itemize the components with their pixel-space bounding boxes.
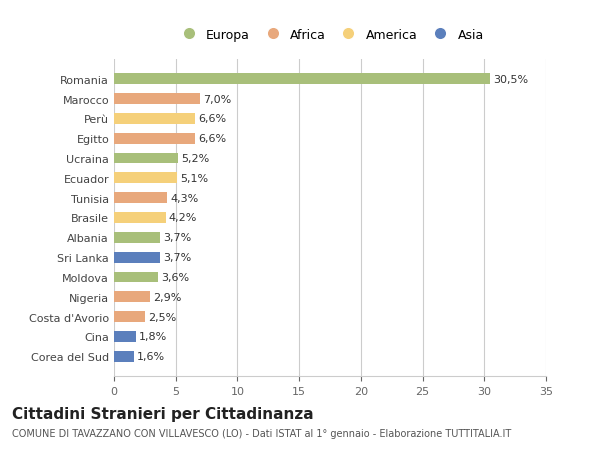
Bar (114, 94, 200, 105)
Text: 2,9%: 2,9% (153, 292, 181, 302)
Text: 2,5%: 2,5% (148, 312, 176, 322)
Text: 3,7%: 3,7% (163, 252, 191, 263)
Bar (114, 153, 178, 164)
Text: 5,2%: 5,2% (181, 154, 209, 164)
Bar (114, 74, 490, 85)
Bar (114, 351, 134, 362)
Text: 4,3%: 4,3% (170, 193, 199, 203)
Text: COMUNE DI TAVAZZANO CON VILLAVESCO (LO) - Dati ISTAT al 1° gennaio - Elaborazion: COMUNE DI TAVAZZANO CON VILLAVESCO (LO) … (12, 428, 511, 438)
Text: Cittadini Stranieri per Cittadinanza: Cittadini Stranieri per Cittadinanza (12, 406, 314, 421)
Text: 30,5%: 30,5% (494, 74, 529, 84)
Bar (114, 114, 196, 124)
Bar (114, 232, 160, 243)
Text: 3,7%: 3,7% (163, 233, 191, 243)
Bar (114, 312, 145, 322)
Text: 3,6%: 3,6% (161, 272, 190, 282)
Text: 6,6%: 6,6% (199, 114, 227, 124)
Bar (114, 173, 177, 184)
Bar (114, 331, 136, 342)
Text: 6,6%: 6,6% (199, 134, 227, 144)
Legend: Europa, Africa, America, Asia: Europa, Africa, America, Asia (172, 25, 488, 45)
Text: 1,8%: 1,8% (139, 332, 167, 342)
Bar (114, 134, 196, 144)
Bar (114, 213, 166, 224)
Bar (114, 193, 167, 204)
Bar (114, 272, 158, 283)
Bar (114, 252, 160, 263)
Text: 1,6%: 1,6% (137, 352, 165, 362)
Text: 7,0%: 7,0% (203, 94, 232, 104)
Bar (114, 292, 150, 302)
Text: 4,2%: 4,2% (169, 213, 197, 223)
Text: 5,1%: 5,1% (180, 174, 208, 184)
